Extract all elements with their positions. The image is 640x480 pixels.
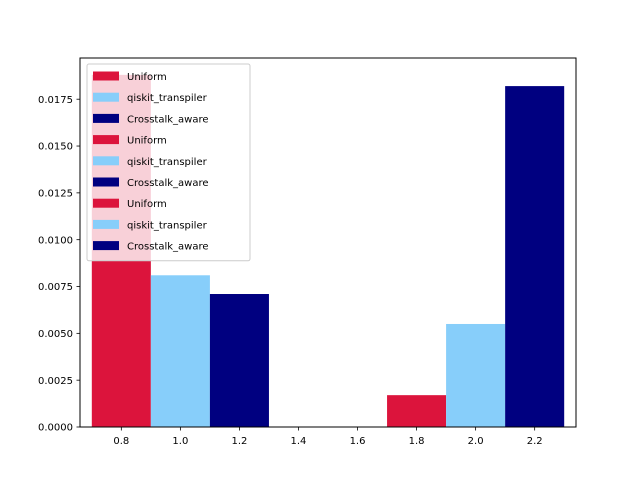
legend-label: Uniform (127, 136, 167, 147)
legend-label: qiskit_transpiler (127, 220, 208, 231)
bar-qiskit-transpiler-0 (150, 275, 210, 427)
x-tick-label: 1.8 (409, 436, 425, 447)
legend-label: Uniform (127, 199, 167, 210)
legend-label: qiskit_transpiler (127, 93, 208, 104)
y-tick-label: 0.0125 (38, 188, 73, 199)
legend: Uniform qiskit_transpiler Crosstalk_aware U… (86, 63, 251, 262)
y-tick-label: 0.0100 (38, 235, 73, 246)
y-tick-label: 0.0075 (38, 282, 73, 293)
y-axis: 0.0000 0.0025 0.0050 0.0075 0.0100 0.0125 0.01… (38, 95, 80, 434)
x-tick-label: 2.0 (468, 436, 484, 447)
legend-label: Uniform (127, 72, 167, 83)
x-tick-label: 1.2 (231, 436, 247, 447)
x-tick-label: 1.4 (291, 436, 307, 447)
legend-label: Crosstalk_aware (127, 178, 209, 189)
legend-swatch (93, 135, 119, 145)
bar-crosstalk-aware-1 (505, 86, 565, 427)
legend-swatch (93, 92, 119, 102)
legend-swatch (93, 71, 119, 81)
legend-box (86, 63, 251, 262)
y-tick-label: 0.0025 (38, 376, 73, 387)
legend-swatch (93, 113, 119, 123)
y-tick-label: 0.0175 (38, 95, 73, 106)
legend-swatch (93, 198, 119, 208)
legend-swatch (93, 156, 119, 166)
bar-qiskit-transpiler-1 (446, 323, 506, 427)
x-axis: 0.8 1.0 1.2 1.4 1.6 1.8 2.0 2.2 (113, 427, 543, 447)
legend-label: qiskit_transpiler (127, 157, 208, 168)
bar-uniform-1 (387, 395, 447, 427)
legend-label: Crosstalk_aware (127, 242, 209, 253)
plot-area-frame (79, 57, 577, 428)
x-tick-label: 1.0 (172, 436, 188, 447)
y-tick-label: 0.0150 (38, 142, 73, 153)
y-tick-label: 0.0000 (38, 423, 73, 434)
x-tick-label: 0.8 (113, 436, 129, 447)
legend-swatch (93, 219, 119, 229)
bar-crosstalk-aware-0 (209, 294, 269, 427)
x-tick-label: 2.2 (527, 436, 543, 447)
legend-swatch (93, 241, 119, 251)
legend-swatch (93, 177, 119, 187)
legend-label: Crosstalk_aware (127, 114, 209, 125)
y-tick-label: 0.0050 (38, 329, 73, 340)
x-tick-label: 1.6 (350, 436, 366, 447)
